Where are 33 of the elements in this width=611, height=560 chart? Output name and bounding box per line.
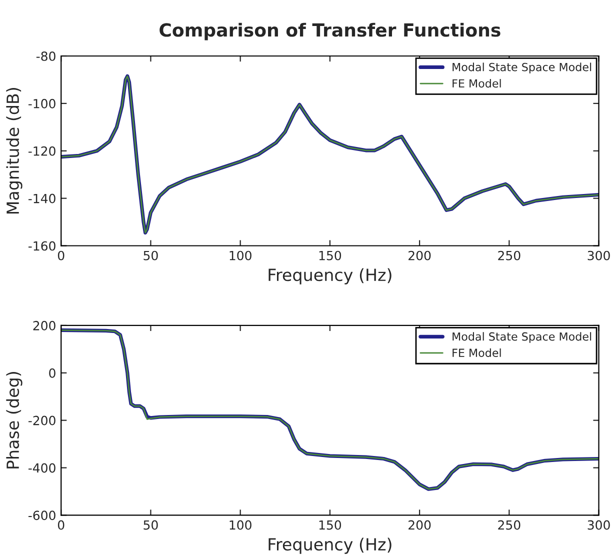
- y-axis-title: Magnitude (dB): [6, 88, 22, 214]
- x-tick-label: 0: [58, 520, 64, 530]
- legend-label: FE Model: [452, 348, 501, 358]
- x-tick-label: 150: [319, 250, 342, 260]
- y-tick-label: 0: [49, 368, 56, 378]
- x-tick-label: 300: [588, 520, 610, 530]
- x-tick-label: 50: [144, 520, 158, 530]
- y-tick-label: -600: [28, 510, 56, 520]
- x-tick-label: 150: [319, 520, 342, 530]
- x-tick-label: 50: [144, 250, 158, 260]
- x-tick-label: 0: [58, 250, 64, 260]
- x-tick-label: 200: [408, 250, 431, 260]
- y-tick-label: -100: [28, 98, 56, 108]
- y-tick-label: -200: [28, 416, 56, 426]
- x-tick-label: 200: [408, 520, 431, 530]
- y-tick-label: -120: [28, 146, 56, 156]
- x-tick-label: 300: [588, 250, 610, 260]
- x-tick-label: 250: [498, 250, 520, 260]
- y-tick-label: -160: [28, 241, 56, 251]
- y-tick-label: -140: [28, 194, 56, 204]
- y-tick-label: 200: [33, 320, 56, 330]
- legend-label: FE Model: [452, 78, 501, 88]
- y-tick-label: -400: [28, 463, 56, 473]
- chart-title: Comparison of Transfer Functions: [160, 22, 500, 40]
- x-tick-label: 100: [230, 520, 252, 530]
- legend-label: Modal State Space Model: [452, 332, 592, 343]
- x-axis-title: Frequency (Hz): [268, 538, 392, 554]
- x-tick-label: 250: [498, 520, 520, 530]
- y-axis-title: Phase (deg): [6, 372, 22, 468]
- x-axis-title: Frequency (Hz): [268, 268, 392, 284]
- y-tick-label: -80: [36, 51, 56, 61]
- legend-label: Modal State Space Model: [452, 62, 592, 74]
- x-tick-label: 100: [230, 250, 252, 260]
